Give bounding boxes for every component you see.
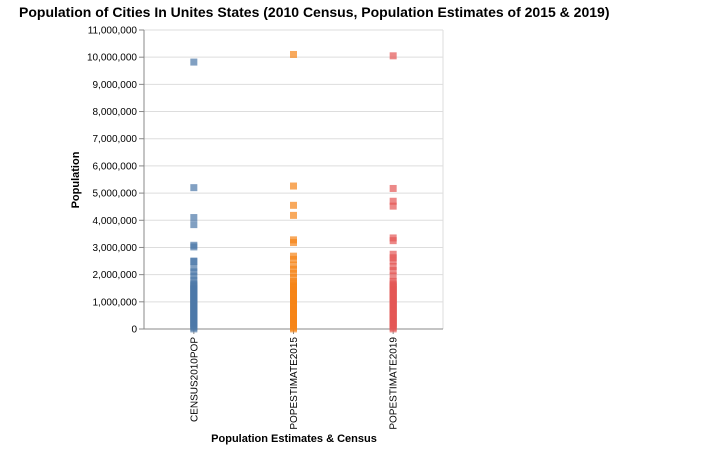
data-point — [190, 268, 198, 276]
y-tick-label: 3,000,000 — [93, 243, 138, 254]
data-point — [389, 197, 397, 205]
data-point — [290, 201, 297, 209]
data-point — [389, 257, 397, 265]
data-point — [290, 269, 297, 277]
series-CENSUS2010POP — [190, 58, 198, 333]
x-tick-label: POPESTIMATE2019 — [389, 337, 400, 430]
data-point — [389, 250, 397, 258]
data-point — [290, 211, 297, 219]
y-tick-label: 9,000,000 — [93, 80, 138, 91]
data-point — [290, 239, 297, 247]
data-point — [290, 261, 297, 269]
data-point — [389, 262, 397, 270]
x-axis-title: Population Estimates & Census — [211, 433, 377, 445]
data-point — [190, 184, 198, 192]
data-point — [389, 184, 397, 192]
y-tick-label: 8,000,000 — [93, 107, 138, 118]
data-point — [389, 202, 397, 210]
data-point — [290, 265, 297, 273]
series-POPESTIMATE2019 — [389, 52, 397, 333]
data-point — [389, 272, 397, 280]
data-point — [290, 277, 297, 285]
y-tick-label: 0 — [131, 325, 137, 336]
data-point — [190, 264, 198, 272]
data-point — [190, 272, 198, 280]
data-point — [389, 52, 397, 60]
data-point — [190, 58, 198, 66]
y-tick-label: 11,000,000 — [88, 26, 138, 37]
y-tick-label: 5,000,000 — [93, 189, 138, 200]
y-tick-label: 4,000,000 — [93, 216, 138, 227]
data-point — [290, 273, 297, 281]
data-point — [190, 214, 198, 222]
data-point — [190, 243, 198, 251]
data-point — [290, 182, 297, 190]
data-points — [190, 50, 397, 333]
data-point — [190, 258, 198, 266]
series-POPESTIMATE2015 — [290, 50, 297, 333]
x-tick-label: POPESTIMATE2015 — [289, 337, 300, 430]
data-point — [389, 277, 397, 285]
y-tick-label: 2,000,000 — [93, 270, 138, 281]
data-point — [290, 50, 297, 58]
y-axis: 0 1,000,000 2,000,000 3,000,000 4,000,000 5,0… — [87, 26, 145, 336]
y-tick-label: 7,000,000 — [93, 134, 138, 145]
y-axis-title: Population — [70, 151, 82, 208]
data-point — [389, 267, 397, 275]
chart-title: Population of Cities In Unites States (2… — [19, 4, 610, 20]
y-tick-label: 10,000,000 — [87, 53, 137, 64]
data-point — [190, 276, 198, 284]
x-tick-label: CENSUS2010POP — [189, 337, 200, 422]
y-tick-label: 6,000,000 — [93, 161, 138, 172]
data-point — [389, 237, 397, 245]
y-tick-label: 1,000,000 — [93, 297, 138, 308]
x-axis: CENSUS2010POP POPESTIMATE2015 POPESTIMATE2… — [144, 328, 443, 430]
data-point — [190, 221, 198, 229]
data-point — [290, 255, 297, 263]
